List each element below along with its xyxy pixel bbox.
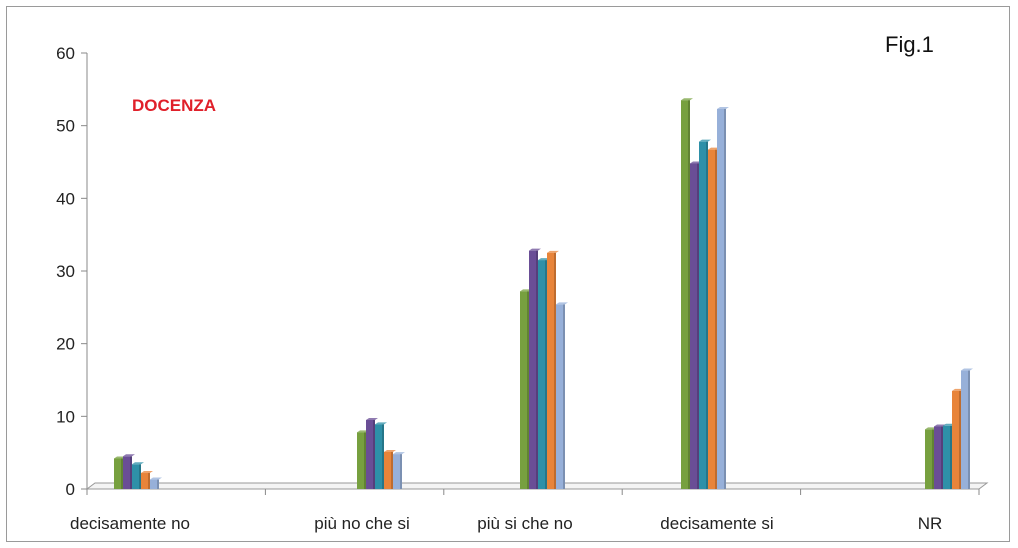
- bar-face: [375, 424, 384, 489]
- bar-face: [925, 429, 934, 489]
- bar-top: [375, 422, 387, 425]
- y-tick-label: 10: [56, 407, 75, 426]
- bar: [366, 417, 378, 489]
- bar-top: [141, 471, 153, 474]
- bar-side: [545, 260, 547, 489]
- bar-side: [715, 149, 717, 489]
- bar-side: [706, 141, 708, 490]
- bar: [556, 302, 568, 489]
- bar-face: [690, 163, 699, 489]
- bar-side: [382, 424, 384, 489]
- y-tick-label: 40: [56, 189, 75, 208]
- bar-top: [393, 452, 405, 455]
- bar-side: [688, 100, 690, 489]
- bar-top: [547, 250, 559, 253]
- bar-face: [366, 419, 375, 489]
- bar: [384, 449, 396, 489]
- bar-top: [150, 477, 162, 480]
- bar-face: [529, 250, 538, 489]
- bar-side: [950, 425, 952, 489]
- bar-face: [538, 260, 547, 489]
- bar-side: [959, 390, 961, 489]
- category-label: decisamente si: [660, 514, 773, 533]
- bar-face: [556, 304, 565, 489]
- bar-face: [934, 426, 943, 489]
- bar-side: [724, 108, 726, 489]
- bar-top: [529, 248, 541, 251]
- category-label: più no che si: [314, 514, 409, 533]
- bar-side: [148, 473, 150, 489]
- bar-face: [943, 425, 952, 489]
- bar-face: [357, 432, 366, 489]
- bar-side: [139, 464, 141, 489]
- y-tick-label: 50: [56, 117, 75, 136]
- bar-side: [364, 432, 366, 489]
- bar-top: [123, 454, 135, 457]
- bar-face: [141, 473, 150, 489]
- bar-side: [391, 451, 393, 489]
- bar: [141, 471, 153, 489]
- bar-side: [941, 426, 943, 489]
- bar-side: [932, 429, 934, 489]
- bar-face: [520, 291, 529, 489]
- bar: [393, 452, 405, 489]
- bar: [123, 454, 135, 489]
- figure-label: Fig.1: [885, 32, 934, 57]
- category-label: decisamente no: [70, 514, 190, 533]
- labels: 0 10 20 30 40 50 60 decisamente no più no che si…: [56, 44, 942, 533]
- bar-face: [681, 100, 690, 489]
- bars: [114, 98, 973, 490]
- bar-side: [697, 163, 699, 489]
- bar-face: [717, 108, 726, 489]
- bar: [150, 477, 162, 489]
- bar-top: [961, 368, 973, 371]
- y-tick-label: 60: [56, 44, 75, 63]
- bar-face: [123, 456, 132, 489]
- y-tick-label: 20: [56, 335, 75, 354]
- bar-side: [563, 304, 565, 489]
- bar-side: [130, 456, 132, 489]
- bar-side: [554, 252, 556, 489]
- bar-top: [717, 106, 729, 109]
- bar-side: [121, 458, 123, 489]
- y-tick-label: 0: [66, 480, 75, 499]
- bar: [681, 98, 693, 489]
- bar-face: [384, 451, 393, 489]
- chart-title: DOCENZA: [132, 96, 216, 115]
- bar: [529, 248, 541, 489]
- bar-chart: 0 10 20 30 40 50 60 decisamente no più no che si…: [56, 32, 989, 533]
- bar-top: [556, 302, 568, 305]
- bar: [717, 106, 729, 489]
- bar-side: [968, 370, 970, 489]
- chart-frame: 0 10 20 30 40 50 60 decisamente no più no che si…: [6, 6, 1010, 542]
- bar-face: [708, 149, 717, 489]
- category-label: NR: [918, 514, 943, 533]
- bar-face: [952, 390, 961, 489]
- bar-top: [681, 98, 693, 101]
- bar: [375, 422, 387, 489]
- bar-side: [373, 419, 375, 489]
- y-tick-label: 30: [56, 262, 75, 281]
- bar-side: [536, 250, 538, 489]
- bar-face: [699, 141, 708, 490]
- bar: [132, 462, 144, 489]
- bar-face: [393, 454, 402, 489]
- bar-face: [132, 464, 141, 489]
- bar-top: [366, 417, 378, 420]
- bar-face: [961, 370, 970, 489]
- bar-face: [150, 479, 159, 489]
- bar-side: [157, 479, 159, 489]
- bar-face: [114, 458, 123, 489]
- category-label: più si che no: [477, 514, 572, 533]
- bar: [961, 368, 973, 489]
- bar-top: [132, 462, 144, 465]
- bar-top: [384, 449, 396, 452]
- bar: [699, 139, 711, 490]
- bar-face: [547, 252, 556, 489]
- bar: [547, 250, 559, 489]
- bar-top: [699, 139, 711, 142]
- bar-side: [400, 454, 402, 489]
- bar-side: [527, 291, 529, 489]
